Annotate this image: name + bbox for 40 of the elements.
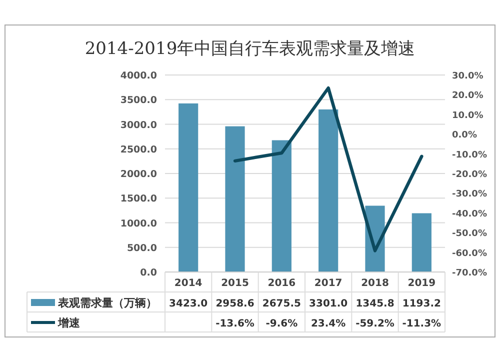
data-label: 2675.5: [262, 298, 301, 310]
y2-tick-label: 20.0%: [452, 91, 484, 102]
legend-label: 表观需求量（万辆）: [57, 296, 157, 310]
y2-tick-label: -10.0%: [452, 150, 487, 160]
data-label: 23.4%: [310, 318, 346, 330]
y2-tick-label: -20.0%: [452, 170, 487, 180]
y2-tick-label: 10.0%: [452, 110, 484, 121]
data-label: -11.3%: [402, 318, 442, 330]
data-label: -13.6%: [216, 318, 254, 330]
x-tick-label: 2017: [314, 278, 342, 289]
y2-tick-label: -70.0%: [452, 268, 487, 278]
data-label: 1345.8: [356, 298, 394, 310]
y2-tick-label: -60.0%: [452, 248, 487, 259]
x-tick-label: 2019: [408, 278, 436, 289]
y-tick-label: 0.0: [140, 268, 158, 278]
y-tick-label: 1500.0: [120, 194, 158, 205]
data-label: 3423.0: [169, 298, 208, 310]
y2-tick-label: 30.0%: [452, 72, 484, 82]
data-label: -59.2%: [356, 318, 394, 330]
y-tick-label: 500.0: [126, 242, 158, 254]
data-label: -9.6%: [266, 318, 298, 330]
y-tick-label: 3000.0: [120, 120, 158, 131]
x-tick-label: 2015: [221, 278, 249, 289]
x-tick-label: 2018: [361, 278, 389, 289]
legend-label: 增速: [57, 316, 81, 330]
y-tick-label: 2000.0: [120, 169, 158, 180]
data-label: 3301.0: [309, 298, 348, 310]
y2-tick-label: -50.0%: [452, 229, 487, 240]
y-tick-label: 1000.0: [120, 218, 158, 230]
y-tick-label: 2500.0: [120, 144, 158, 156]
y2-tick-label: -30.0%: [452, 190, 487, 200]
y-tick-label: 3500.0: [120, 95, 158, 106]
x-tick-label: 2016: [268, 278, 296, 289]
data-label: 1193.2: [402, 298, 441, 310]
y2-tick-label: 0.0%: [452, 130, 477, 141]
data-label: 2958.6: [216, 298, 254, 310]
x-tick-label: 2014: [174, 278, 202, 289]
y-tick-label: 4000.0: [120, 70, 158, 82]
y2-tick-label: -40.0%: [452, 209, 487, 220]
title: 2014-2019年中国自行车表观需求量及增速: [84, 39, 416, 59]
